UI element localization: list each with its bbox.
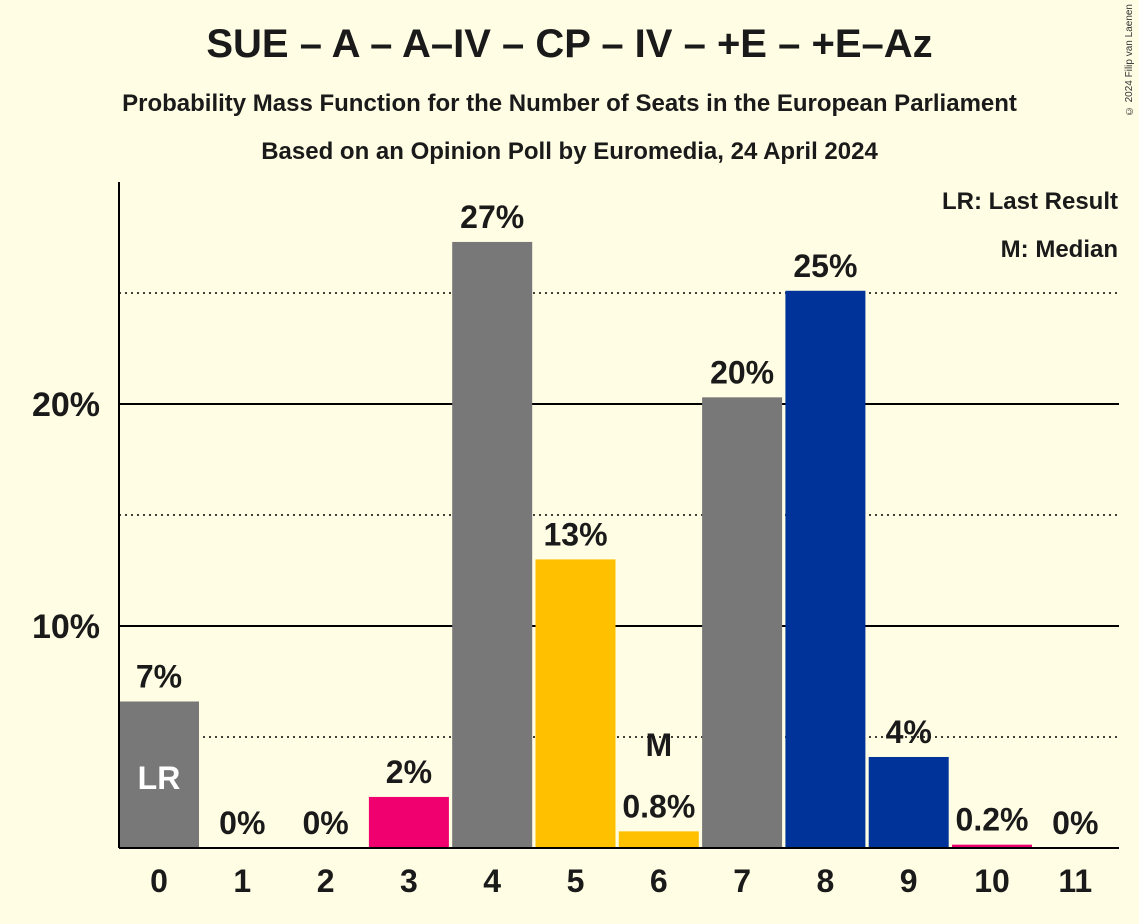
x-tick-label: 5 bbox=[567, 863, 585, 899]
chart-source-line: Based on an Opinion Poll by Euromedia, 2… bbox=[261, 138, 878, 165]
data-label: 13% bbox=[543, 516, 607, 552]
x-tick-label: 4 bbox=[483, 863, 501, 899]
last-result-marker: LR bbox=[138, 760, 181, 796]
data-label: 0.8% bbox=[622, 788, 695, 824]
x-tick-label: 2 bbox=[317, 863, 335, 899]
data-label: 27% bbox=[460, 199, 524, 235]
data-label: 4% bbox=[886, 714, 932, 750]
data-label: 20% bbox=[710, 354, 774, 390]
bar bbox=[618, 831, 699, 848]
legend-last-result: LR: Last Result bbox=[942, 188, 1118, 215]
x-tick-label: 0 bbox=[150, 863, 168, 899]
x-tick-label: 6 bbox=[650, 863, 668, 899]
labels-layer: 10%20%7%00%10%22%327%413%50.8%620%725%84… bbox=[32, 199, 1098, 899]
bar bbox=[119, 701, 199, 848]
y-tick-label: 10% bbox=[32, 608, 100, 646]
data-label: 0% bbox=[302, 805, 348, 841]
median-marker: M bbox=[645, 727, 672, 763]
bar bbox=[368, 796, 449, 848]
x-tick-label: 3 bbox=[400, 863, 418, 899]
grid-layer bbox=[119, 292, 1119, 738]
x-tick-label: 9 bbox=[900, 863, 918, 899]
bar bbox=[785, 290, 866, 848]
bar bbox=[702, 397, 783, 848]
data-label: 25% bbox=[793, 248, 857, 284]
bar bbox=[952, 844, 1032, 848]
data-label: 0% bbox=[1052, 805, 1098, 841]
y-tick-label: 20% bbox=[32, 386, 100, 424]
legend-median: M: Median bbox=[1001, 236, 1118, 263]
bars-layer bbox=[119, 241, 1032, 848]
x-tick-label: 7 bbox=[733, 863, 751, 899]
data-label: 0% bbox=[219, 805, 265, 841]
data-label: 0.2% bbox=[956, 802, 1029, 838]
bar bbox=[868, 756, 949, 848]
data-label: 2% bbox=[386, 754, 432, 790]
data-label: 7% bbox=[136, 658, 182, 694]
x-tick-label: 1 bbox=[233, 863, 251, 899]
bar bbox=[535, 559, 616, 848]
bar bbox=[452, 241, 533, 848]
x-tick-label: 8 bbox=[817, 863, 835, 899]
chart-title: SUE – A – A–IV – CP – IV – +E – +E–Az bbox=[206, 22, 933, 66]
chart-subtitle: Probability Mass Function for the Number… bbox=[122, 90, 1017, 117]
x-tick-label: 11 bbox=[1058, 863, 1092, 899]
x-tick-label: 10 bbox=[974, 863, 1010, 899]
